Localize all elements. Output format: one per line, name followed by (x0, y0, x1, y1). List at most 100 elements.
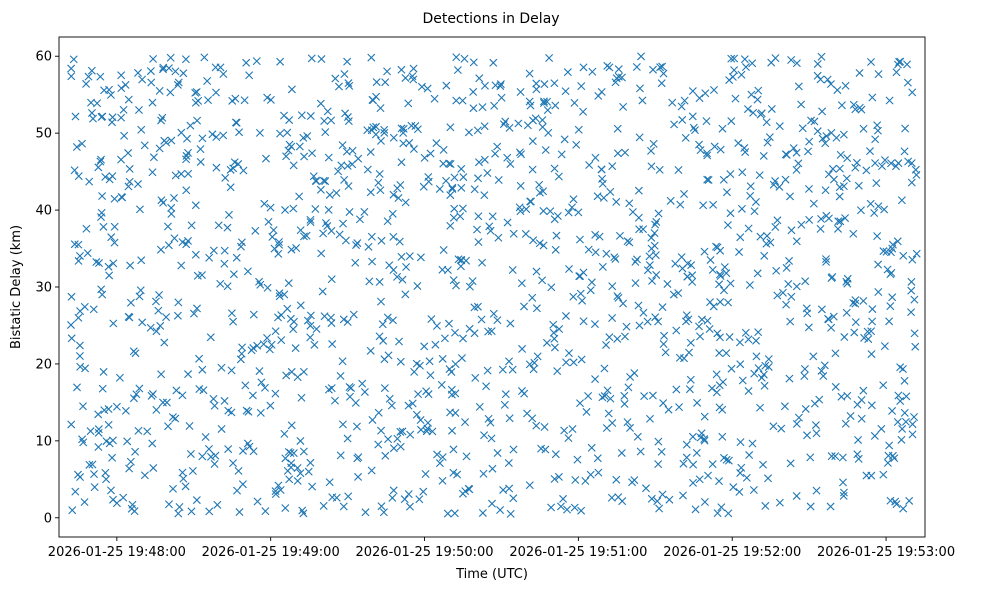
scatter-point (320, 312, 329, 321)
scatter-point (389, 486, 398, 495)
scatter-point (251, 226, 260, 235)
scatter-point (577, 506, 586, 515)
scatter-point (493, 449, 502, 458)
scatter-point (339, 315, 348, 324)
scatter-point (173, 311, 182, 320)
scatter-point (140, 471, 149, 480)
scatter-point (217, 424, 226, 433)
scatter-point (525, 69, 534, 78)
scatter-point (543, 106, 552, 115)
scatter-point (572, 140, 581, 149)
scatter-point (469, 87, 478, 96)
scatter-point (817, 214, 826, 223)
scatter-point (94, 410, 103, 419)
scatter-point (416, 253, 425, 262)
scatter-point (178, 238, 187, 247)
scatter-point (591, 248, 600, 257)
scatter-point (560, 135, 569, 144)
scatter-point (867, 327, 876, 336)
scatter-point (730, 66, 739, 75)
scatter-point (638, 96, 647, 105)
scatter-point (838, 453, 847, 462)
scatter-point (568, 203, 577, 212)
scatter-point (475, 158, 483, 167)
scatter-point (870, 431, 879, 440)
scatter-point (856, 206, 865, 215)
scatter-point (760, 251, 769, 260)
scatter-point (196, 145, 205, 154)
scatter-point (620, 391, 629, 400)
scatter-point (101, 468, 110, 477)
scatter-point (867, 401, 876, 410)
scatter-point (409, 64, 418, 73)
scatter-point (756, 232, 765, 241)
scatter-point (449, 276, 458, 285)
scatter-point (299, 133, 308, 142)
scatter-point (101, 172, 110, 181)
scatter-point (540, 423, 549, 431)
scatter-point (486, 226, 495, 235)
scatter-point (725, 333, 734, 342)
scatter-point (234, 466, 243, 475)
scatter-point (480, 81, 489, 90)
scatter-point (843, 391, 852, 400)
scatter-point (824, 315, 833, 324)
scatter-point (266, 203, 275, 212)
scatter-point (578, 296, 587, 305)
scatter-point (134, 426, 143, 435)
scatter-point (78, 139, 87, 148)
scatter-point (461, 418, 469, 427)
scatter-point (348, 146, 357, 155)
scatter-point (227, 408, 236, 417)
scatter-point (827, 452, 836, 461)
scatter-point (690, 126, 699, 135)
scatter-point (710, 142, 719, 151)
scatter-point (611, 255, 620, 264)
scatter-point (172, 386, 181, 395)
scatter-point (535, 239, 544, 248)
scatter-point (891, 497, 900, 506)
scatter-point (597, 165, 606, 174)
scatter-point (431, 340, 440, 349)
scatter-point (633, 432, 642, 441)
scatter-point (372, 78, 381, 87)
scatter-point (831, 382, 840, 391)
scatter-point (345, 207, 354, 216)
scatter-point (782, 263, 791, 272)
scatter-point (639, 308, 648, 317)
scatter-point (488, 212, 497, 221)
scatter-point (474, 212, 483, 221)
scatter-point (405, 502, 414, 511)
scatter-point (275, 289, 284, 298)
scatter-point (465, 282, 474, 291)
scatter-point (383, 217, 392, 226)
scatter-point (435, 459, 444, 468)
scatter-point (468, 277, 477, 286)
scatter-point (834, 217, 843, 226)
scatter-point (605, 333, 614, 342)
scatter-point (654, 317, 663, 326)
scatter-point (621, 148, 630, 157)
x-tick-label: 2026-01-25 19:51:00 (509, 545, 647, 560)
scatter-point (135, 384, 144, 393)
scatter-point (854, 435, 863, 444)
scatter-point (256, 280, 265, 289)
scatter-point (532, 79, 541, 88)
scatter-point (556, 502, 565, 511)
scatter-point (535, 188, 544, 197)
scatter-point (686, 338, 695, 347)
scatter-point (374, 440, 383, 449)
scatter-point (499, 120, 508, 129)
scatter-point (871, 159, 880, 168)
scatter-point (291, 344, 300, 353)
scatter-point (224, 445, 233, 454)
scatter-point (354, 154, 363, 163)
scatter-point (836, 150, 845, 159)
scatter-point (188, 467, 197, 475)
scatter-point (446, 123, 455, 132)
scatter-point (146, 67, 155, 76)
scatter-point (564, 208, 573, 217)
scatter-point (756, 403, 765, 412)
scatter-point (253, 341, 262, 350)
scatter-point (752, 352, 761, 361)
